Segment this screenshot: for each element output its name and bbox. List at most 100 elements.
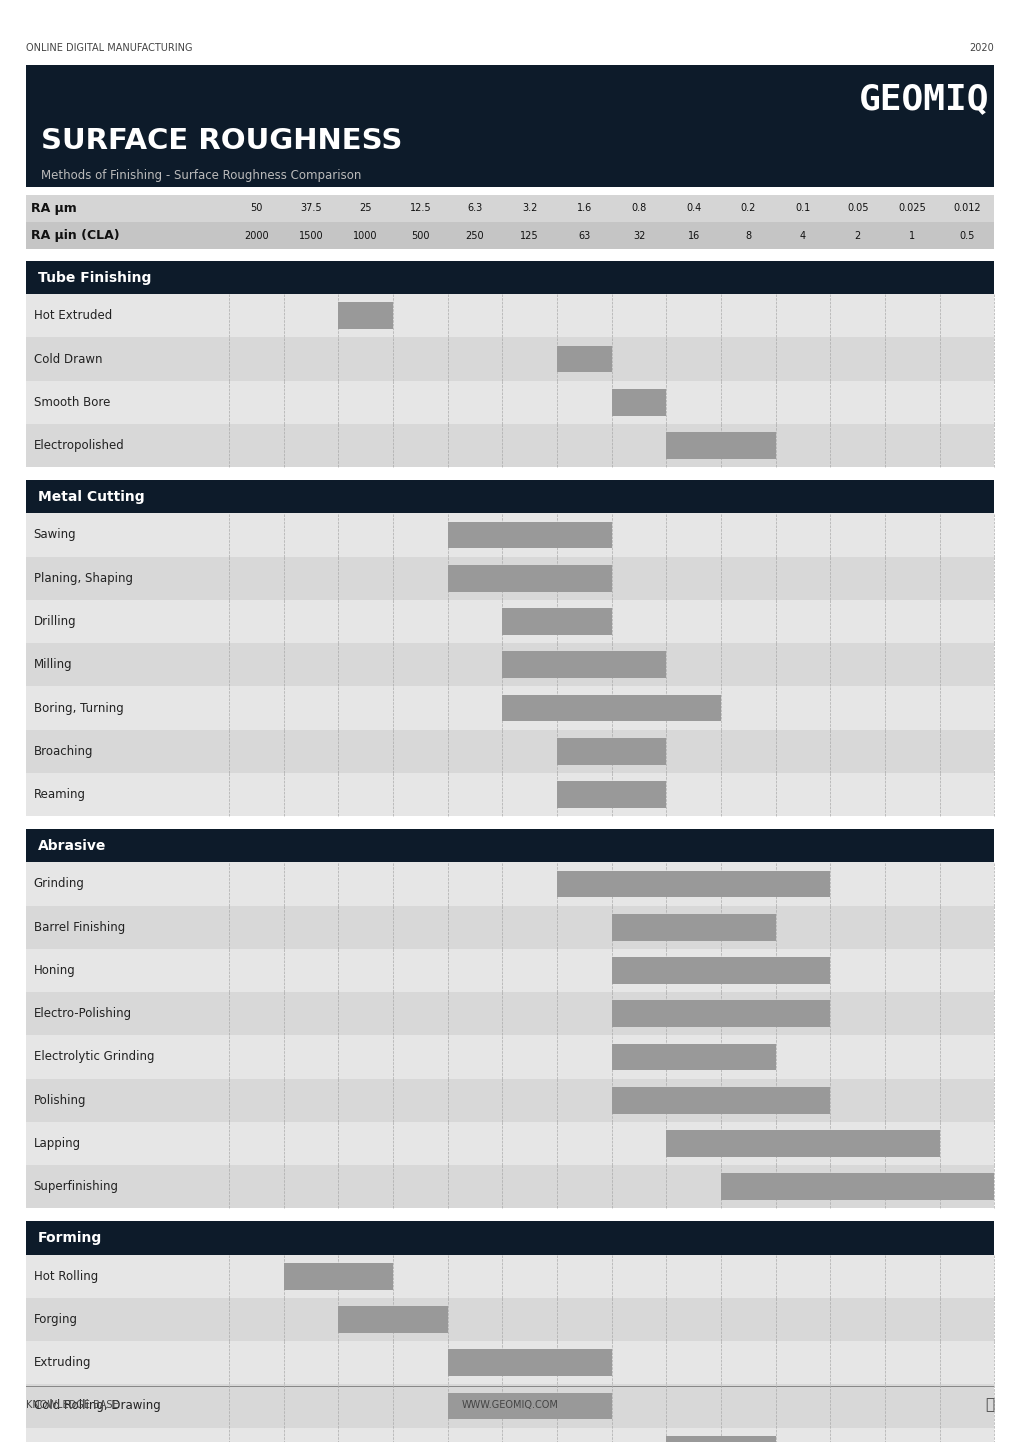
Text: Cold Rolling, Drawing: Cold Rolling, Drawing [34,1399,160,1413]
FancyBboxPatch shape [611,957,829,983]
Text: RA μin (CLA): RA μin (CLA) [31,229,119,242]
FancyBboxPatch shape [556,346,611,372]
FancyBboxPatch shape [611,389,665,415]
Text: Hot Extruded: Hot Extruded [34,309,112,323]
Text: Electropolished: Electropolished [34,438,124,453]
Text: Grinding: Grinding [34,877,85,891]
Text: 0.4: 0.4 [686,203,701,213]
Text: Polishing: Polishing [34,1093,86,1107]
FancyBboxPatch shape [283,1263,392,1289]
Text: ⌖: ⌖ [984,1397,994,1412]
FancyBboxPatch shape [665,1131,938,1156]
FancyBboxPatch shape [611,914,775,940]
FancyBboxPatch shape [25,949,994,992]
Text: Reaming: Reaming [34,787,86,802]
FancyBboxPatch shape [665,1436,775,1442]
FancyBboxPatch shape [25,424,994,467]
FancyBboxPatch shape [665,433,775,459]
Text: Methods of Finishing - Surface Roughness Comparison: Methods of Finishing - Surface Roughness… [41,169,361,182]
Text: Milling: Milling [34,658,72,672]
Text: 25: 25 [359,203,372,213]
FancyBboxPatch shape [447,1393,611,1419]
FancyBboxPatch shape [25,65,994,187]
FancyBboxPatch shape [25,1035,994,1079]
Text: Broaching: Broaching [34,744,93,758]
Text: 0.025: 0.025 [898,203,925,213]
FancyBboxPatch shape [25,1165,994,1208]
FancyBboxPatch shape [611,1001,829,1027]
Text: 250: 250 [466,231,484,241]
Text: 63: 63 [578,231,590,241]
FancyBboxPatch shape [25,1255,994,1298]
FancyBboxPatch shape [502,652,665,678]
Text: Abrasive: Abrasive [38,839,106,852]
FancyBboxPatch shape [447,1350,611,1376]
Text: 2020: 2020 [969,43,994,52]
FancyBboxPatch shape [25,513,994,557]
Text: Forming: Forming [38,1231,102,1244]
Text: WWW.GEOMIQ.COM: WWW.GEOMIQ.COM [462,1400,557,1409]
Text: 125: 125 [520,231,538,241]
Text: Extruding: Extruding [34,1355,91,1370]
FancyBboxPatch shape [25,1386,994,1387]
FancyBboxPatch shape [447,522,611,548]
Text: KNOWLEDGE BASE: KNOWLEDGE BASE [25,1400,118,1409]
Text: Boring, Turning: Boring, Turning [34,701,123,715]
FancyBboxPatch shape [25,1428,994,1442]
FancyBboxPatch shape [25,862,994,906]
Text: Honing: Honing [34,963,75,978]
FancyBboxPatch shape [338,303,392,329]
Text: 37.5: 37.5 [300,203,322,213]
Text: 32: 32 [632,231,645,241]
Text: SURFACE ROUGHNESS: SURFACE ROUGHNESS [41,127,401,154]
FancyBboxPatch shape [720,1174,994,1200]
Text: 0.05: 0.05 [846,203,868,213]
Text: Cold Drawn: Cold Drawn [34,352,102,366]
Text: 12.5: 12.5 [410,203,431,213]
Text: 1.6: 1.6 [576,203,591,213]
Text: RA μm: RA μm [31,202,76,215]
Text: Barrel Finishing: Barrel Finishing [34,920,124,934]
FancyBboxPatch shape [25,1221,994,1255]
Text: GEOMIQ: GEOMIQ [858,82,988,117]
FancyBboxPatch shape [25,1384,994,1428]
FancyBboxPatch shape [25,686,994,730]
FancyBboxPatch shape [25,337,994,381]
Text: 0.1: 0.1 [795,203,810,213]
FancyBboxPatch shape [502,695,720,721]
FancyBboxPatch shape [25,261,994,294]
Text: 2: 2 [854,231,860,241]
Text: Sawing: Sawing [34,528,76,542]
FancyBboxPatch shape [611,1044,775,1070]
FancyBboxPatch shape [556,782,665,808]
Text: 8: 8 [745,231,751,241]
Text: Hot Rolling: Hot Rolling [34,1269,98,1283]
FancyBboxPatch shape [25,906,994,949]
FancyBboxPatch shape [25,992,994,1035]
Text: 2000: 2000 [244,231,268,241]
FancyBboxPatch shape [25,1122,994,1165]
Text: 500: 500 [411,231,429,241]
FancyBboxPatch shape [556,738,665,764]
Text: Metal Cutting: Metal Cutting [38,490,145,503]
Text: 4: 4 [799,231,805,241]
Text: 1500: 1500 [299,231,323,241]
FancyBboxPatch shape [25,730,994,773]
FancyBboxPatch shape [611,1087,829,1113]
Text: 3.2: 3.2 [522,203,537,213]
FancyBboxPatch shape [25,557,994,600]
FancyBboxPatch shape [25,1298,994,1341]
Text: 0.2: 0.2 [740,203,755,213]
Text: Lapping: Lapping [34,1136,81,1151]
FancyBboxPatch shape [502,609,611,634]
FancyBboxPatch shape [25,600,994,643]
Text: ONLINE DIGITAL MANUFACTURING: ONLINE DIGITAL MANUFACTURING [25,43,192,52]
Text: 16: 16 [687,231,699,241]
Text: Superfinishing: Superfinishing [34,1180,118,1194]
FancyBboxPatch shape [25,222,994,249]
Text: Drilling: Drilling [34,614,76,629]
Text: Electrolytic Grinding: Electrolytic Grinding [34,1050,154,1064]
Text: Tube Finishing: Tube Finishing [38,271,151,284]
FancyBboxPatch shape [25,1079,994,1122]
FancyBboxPatch shape [25,294,994,337]
